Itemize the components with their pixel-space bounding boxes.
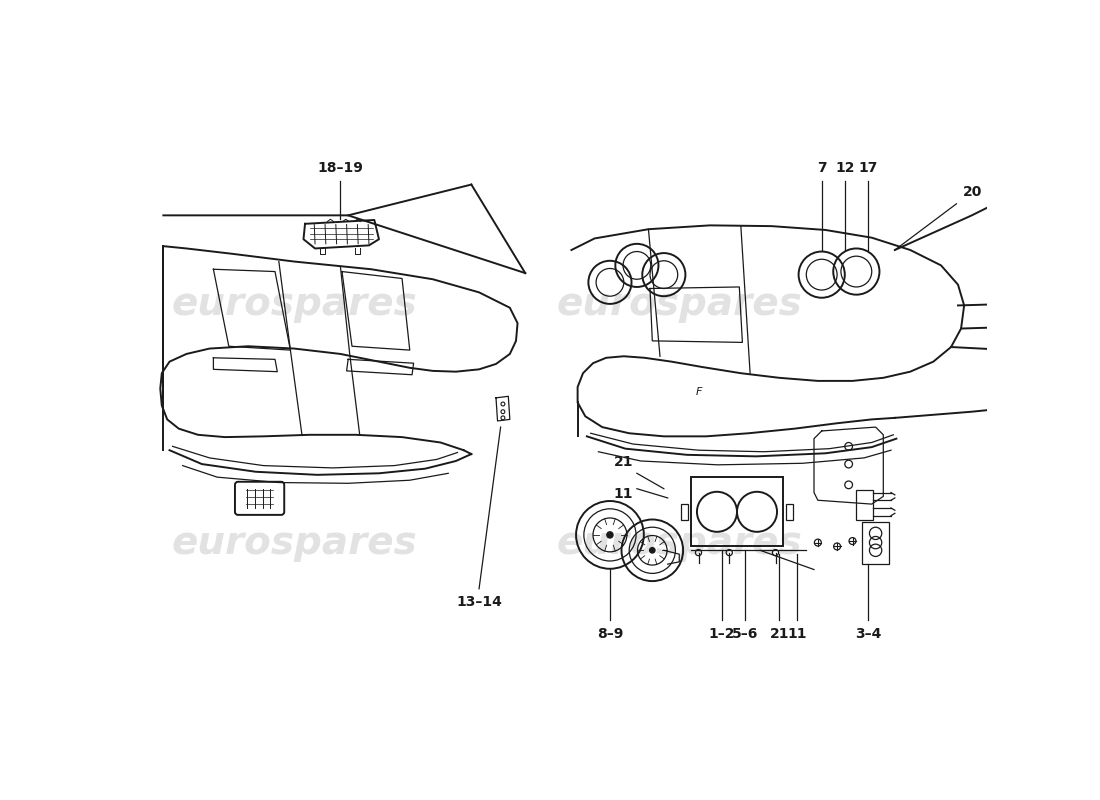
Text: 8–9: 8–9 [597, 627, 623, 642]
Text: 3–4: 3–4 [855, 627, 881, 642]
Text: 17: 17 [858, 161, 878, 174]
Text: 21: 21 [614, 455, 634, 470]
Text: 20: 20 [962, 185, 982, 199]
Text: eurospares: eurospares [557, 285, 802, 323]
Circle shape [650, 548, 654, 553]
Circle shape [737, 492, 777, 532]
Text: F: F [695, 387, 702, 398]
Circle shape [607, 532, 613, 538]
Text: 21: 21 [770, 627, 789, 642]
Text: 13–14: 13–14 [456, 595, 502, 609]
Text: eurospares: eurospares [172, 285, 417, 323]
Bar [691, 477, 783, 546]
Bar [861, 522, 890, 564]
Text: 12: 12 [835, 161, 855, 174]
Bar [856, 490, 873, 519]
Bar [785, 504, 793, 519]
Text: 7: 7 [817, 161, 826, 174]
Text: 5–6: 5–6 [732, 627, 758, 642]
Text: 11: 11 [788, 627, 806, 642]
Text: eurospares: eurospares [172, 524, 417, 562]
Text: 11: 11 [614, 487, 634, 501]
Text: 18–19: 18–19 [318, 161, 363, 174]
Circle shape [697, 492, 737, 532]
Bar [681, 504, 689, 519]
Text: 1–2: 1–2 [708, 627, 735, 642]
Text: eurospares: eurospares [557, 524, 802, 562]
